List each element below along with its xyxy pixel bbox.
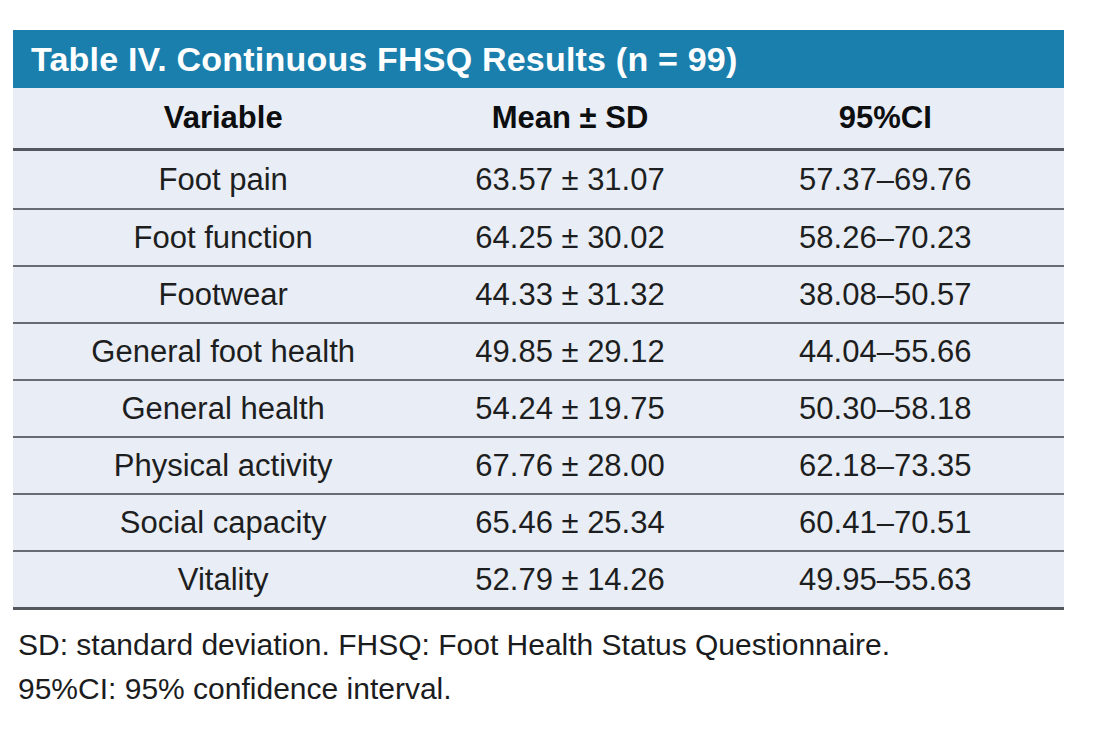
column-header-95ci: 95%CI (707, 100, 1064, 136)
cell-variable: Foot pain (13, 162, 433, 198)
cell-variable: Physical activity (13, 448, 433, 484)
table-title-bar: Table IV. Continuous FHSQ Results (n = 9… (13, 30, 1064, 88)
table-row: Vitality 52.79 ± 14.26 49.95–55.63 (13, 550, 1064, 607)
table-row: Physical activity 67.76 ± 28.00 62.18–73… (13, 436, 1064, 493)
table-row: Foot function 64.25 ± 30.02 58.26–70.23 (13, 208, 1064, 265)
table-title: Table IV. Continuous FHSQ Results (n = 9… (31, 40, 737, 79)
cell-variable: General health (13, 391, 433, 427)
cell-variable: Footwear (13, 277, 433, 313)
cell-95ci: 49.95–55.63 (707, 562, 1064, 598)
cell-variable: Social capacity (13, 505, 433, 541)
cell-variable: General foot health (13, 334, 433, 370)
cell-mean-sd: 63.57 ± 31.07 (433, 162, 706, 198)
cell-variable: Foot function (13, 220, 433, 256)
table-row: General foot health 49.85 ± 29.12 44.04–… (13, 322, 1064, 379)
cell-mean-sd: 44.33 ± 31.32 (433, 277, 706, 313)
table-row: General health 54.24 ± 19.75 50.30–58.18 (13, 379, 1064, 436)
cell-mean-sd: 67.76 ± 28.00 (433, 448, 706, 484)
page: Table IV. Continuous FHSQ Results (n = 9… (0, 0, 1096, 732)
column-header-variable: Variable (13, 100, 433, 136)
cell-mean-sd: 52.79 ± 14.26 (433, 562, 706, 598)
cell-mean-sd: 65.46 ± 25.34 (433, 505, 706, 541)
cell-95ci: 50.30–58.18 (707, 391, 1064, 427)
cell-95ci: 58.26–70.23 (707, 220, 1064, 256)
table-row: Footwear 44.33 ± 31.32 38.08–50.57 (13, 265, 1064, 322)
table-header-row: Variable Mean ± SD 95%CI (13, 88, 1064, 148)
table-body: Foot pain 63.57 ± 31.07 57.37–69.76 Foot… (13, 148, 1064, 610)
cell-mean-sd: 49.85 ± 29.12 (433, 334, 706, 370)
cell-mean-sd: 64.25 ± 30.02 (433, 220, 706, 256)
cell-95ci: 38.08–50.57 (707, 277, 1064, 313)
cell-95ci: 57.37–69.76 (707, 162, 1064, 198)
cell-95ci: 44.04–55.66 (707, 334, 1064, 370)
table-row: Social capacity 65.46 ± 25.34 60.41–70.5… (13, 493, 1064, 550)
footnote-abbreviations: SD: standard deviation. FHSQ: Foot Healt… (18, 623, 1064, 667)
fhsq-results-table: Table IV. Continuous FHSQ Results (n = 9… (13, 30, 1064, 711)
cell-95ci: 60.41–70.51 (707, 505, 1064, 541)
cell-mean-sd: 54.24 ± 19.75 (433, 391, 706, 427)
footnote-ci-definition: 95%CI: 95% confidence interval. (18, 667, 1064, 711)
table-footnotes: SD: standard deviation. FHSQ: Foot Healt… (13, 623, 1064, 711)
column-header-mean-sd: Mean ± SD (433, 100, 706, 136)
table-row: Foot pain 63.57 ± 31.07 57.37–69.76 (13, 151, 1064, 208)
cell-95ci: 62.18–73.35 (707, 448, 1064, 484)
cell-variable: Vitality (13, 562, 433, 598)
